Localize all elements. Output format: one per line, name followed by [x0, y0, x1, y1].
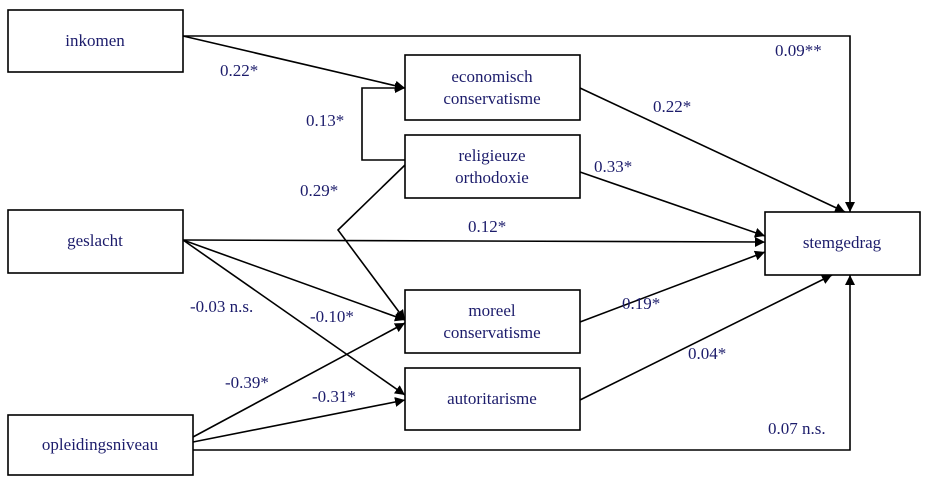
edge-label: 0.13*: [306, 111, 344, 130]
node-box: [764, 211, 921, 276]
node-label: conservatisme: [443, 89, 540, 108]
node-label: autoritarisme: [447, 389, 537, 408]
edge-label: 0.22*: [653, 97, 691, 116]
edge: [182, 239, 406, 396]
edge: [182, 35, 406, 91]
node-box: [7, 9, 184, 73]
edge-label: 0.12*: [468, 217, 506, 236]
node-label: religieuze: [458, 146, 525, 165]
edge-labels: 0.09** 0.22* 0.13* 0.29* 0.22* 0.33* 0.1…: [190, 41, 826, 438]
edge-label: 0.19*: [622, 294, 660, 313]
node-label: inkomen: [65, 31, 125, 50]
node-label: geslacht: [67, 231, 123, 250]
edges: [182, 35, 855, 451]
edge: [192, 397, 406, 443]
node-box: [404, 134, 581, 199]
node-box: [404, 54, 581, 121]
edge: [579, 274, 833, 401]
edge-label: 0.07 n.s.: [768, 419, 826, 438]
node-label: stemgedrag: [803, 233, 882, 252]
edge-label: -0.10*: [310, 307, 354, 326]
edge-label: -0.31*: [312, 387, 356, 406]
edge: [579, 87, 846, 213]
edge: [182, 236, 766, 247]
nodes: inkomen geslacht opleidingsniveau econom…: [7, 9, 921, 476]
node-label: moreel: [468, 301, 515, 320]
node-box: [404, 289, 581, 354]
node-label: economisch: [451, 67, 533, 86]
edge: [192, 322, 406, 438]
edge-label: -0.39*: [225, 373, 269, 392]
edge-label: 0.04*: [688, 344, 726, 363]
edge-label: 0.33*: [594, 157, 632, 176]
node-label: orthodoxie: [455, 168, 529, 187]
edge: [193, 275, 855, 451]
node-label: conservatisme: [443, 323, 540, 342]
edge-label: 0.09**: [775, 41, 822, 60]
edge: [579, 250, 766, 323]
edge: [183, 35, 855, 212]
node-box: [7, 414, 194, 476]
node-box: [404, 367, 581, 431]
edge: [579, 171, 766, 238]
edge-label: 0.22*: [220, 61, 258, 80]
edge: [361, 83, 405, 161]
edge-label: -0.03 n.s.: [190, 297, 253, 316]
edge: [182, 239, 406, 322]
edge: [336, 164, 406, 321]
node-box: [7, 209, 184, 274]
edge-label: 0.29*: [300, 181, 338, 200]
node-label: opleidingsniveau: [42, 435, 159, 454]
